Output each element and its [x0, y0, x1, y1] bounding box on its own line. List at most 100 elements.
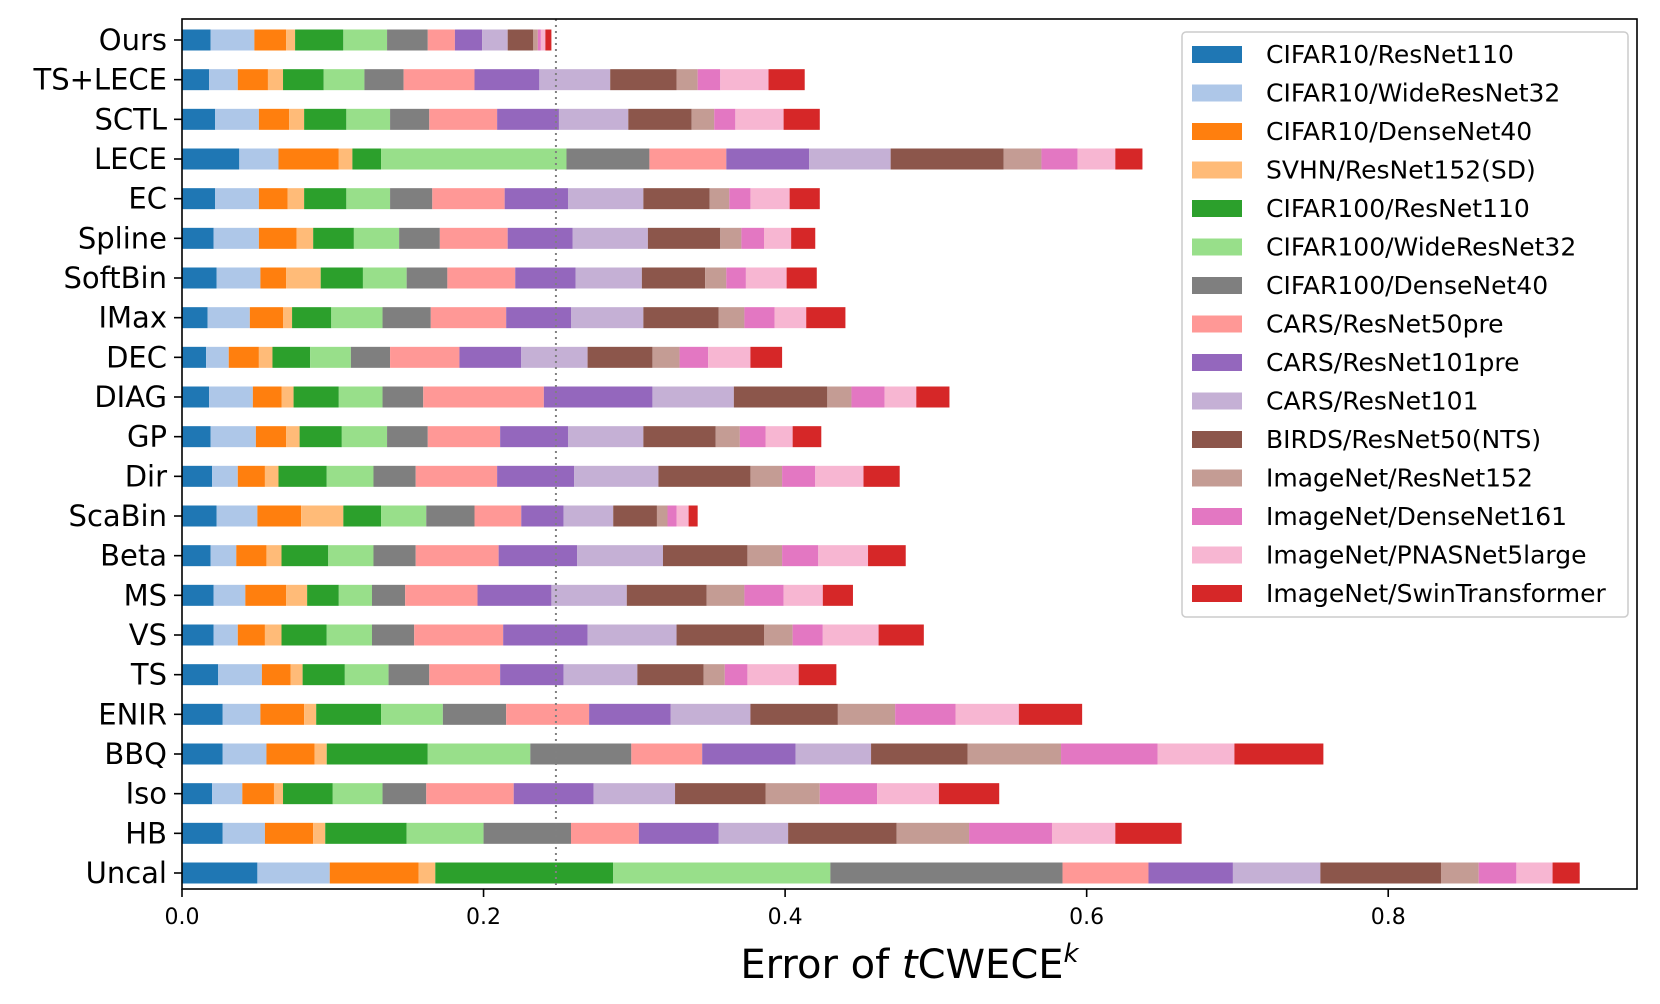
- x-axis-title-superscript: k: [1064, 939, 1080, 969]
- bar-segment: [387, 426, 428, 448]
- bar-segment: [500, 426, 568, 448]
- bar-segment: [182, 783, 213, 805]
- x-axis-title-prefix: Error of: [740, 942, 901, 988]
- bar-segment: [264, 822, 314, 844]
- bar-segment: [216, 267, 261, 289]
- legend-swatch: [1192, 123, 1242, 140]
- bar-segment: [373, 545, 416, 567]
- bar-segment: [750, 465, 783, 487]
- bar-segment: [792, 624, 823, 646]
- legend-label: ImageNet/PNASNet5large: [1266, 541, 1587, 570]
- bar-segment: [739, 426, 766, 448]
- bar-segment: [503, 624, 588, 646]
- bar-segment: [182, 188, 216, 210]
- bar-segment: [706, 584, 745, 606]
- y-tick-label: TS: [130, 658, 167, 692]
- bar-segment: [313, 227, 354, 249]
- bar-segment: [414, 624, 504, 646]
- bar-segment: [788, 822, 897, 844]
- bar-segment: [423, 386, 544, 408]
- bar-segment: [497, 108, 559, 130]
- bar-segment: [399, 227, 440, 249]
- y-tick-label: BBQ: [104, 737, 167, 771]
- bar-segment: [593, 783, 676, 805]
- bar-segment: [652, 386, 734, 408]
- bar-segment: [406, 822, 484, 844]
- x-axis-title: Error of tCWECEk: [740, 939, 1079, 988]
- legend-swatch: [1192, 200, 1242, 217]
- bar-segment: [626, 584, 707, 606]
- bar-segment: [647, 227, 721, 249]
- bar-segment: [822, 624, 879, 646]
- bar-segment: [474, 69, 540, 91]
- bar-segment: [430, 307, 507, 329]
- bar-segment: [895, 703, 956, 725]
- bar-segment: [567, 426, 644, 448]
- bar-segment: [331, 307, 383, 329]
- bar-segment: [726, 267, 746, 289]
- y-tick-label: EC: [128, 182, 167, 216]
- bar-segment: [260, 267, 287, 289]
- bar-segment: [572, 227, 648, 249]
- bar-segment: [649, 148, 727, 170]
- bar-segment: [206, 346, 229, 368]
- bar-segment: [1234, 743, 1324, 765]
- bar-segment: [497, 465, 575, 487]
- bar-segment: [218, 664, 262, 686]
- bar-segment: [301, 505, 344, 527]
- bar-segment: [362, 267, 407, 289]
- bar-segment: [212, 783, 243, 805]
- bar-segment: [209, 69, 238, 91]
- bar-segment: [329, 862, 419, 884]
- legend-swatch: [1192, 469, 1242, 487]
- bar-segment: [182, 664, 219, 686]
- y-tick-label: ENIR: [98, 697, 167, 731]
- bar-segment: [705, 267, 727, 289]
- bar-segment: [720, 69, 769, 91]
- legend-swatch: [1192, 354, 1242, 371]
- legend-swatch: [1192, 84, 1242, 102]
- bar-segment: [765, 783, 820, 805]
- bar-segment: [641, 267, 706, 289]
- y-tick-label: SoftBin: [63, 261, 167, 295]
- bar-segment: [254, 29, 287, 51]
- bar-segment: [1320, 862, 1441, 884]
- bar-segment: [182, 862, 258, 884]
- bar-segment: [482, 29, 508, 51]
- bar-segment: [307, 584, 339, 606]
- bar-segment: [498, 545, 578, 567]
- bar-segment: [323, 69, 365, 91]
- bar-segment: [405, 584, 478, 606]
- bar-segment: [750, 703, 838, 725]
- bar-segment: [703, 664, 725, 686]
- bar-segment: [477, 584, 552, 606]
- bar-segment: [715, 426, 740, 448]
- bar-segment: [326, 743, 428, 765]
- bar-segment: [750, 188, 790, 210]
- bar-segment: [344, 664, 389, 686]
- bar-segment: [643, 426, 716, 448]
- legend-swatch: [1192, 46, 1242, 63]
- legend-swatch: [1192, 238, 1242, 256]
- bar-segment: [670, 703, 751, 725]
- bar-segment: [182, 426, 211, 448]
- legend-swatch: [1192, 277, 1242, 294]
- bar-segment: [675, 783, 766, 805]
- bar-segment: [1232, 862, 1321, 884]
- bar-segment: [815, 465, 864, 487]
- bar-segment: [381, 703, 443, 725]
- bar-segment: [388, 664, 430, 686]
- bar-segment: [447, 267, 516, 289]
- bar-segment: [662, 545, 748, 567]
- x-tick-label: 0.6: [1069, 905, 1104, 930]
- bar-segment: [299, 426, 342, 448]
- y-tick-label: DEC: [106, 340, 167, 374]
- bar-segment: [1018, 703, 1083, 725]
- bar-segment: [212, 465, 238, 487]
- bar-segment: [871, 743, 968, 765]
- bar-segment: [273, 783, 284, 805]
- bar-segment: [697, 69, 721, 91]
- bar-segment: [733, 386, 828, 408]
- bar-segment: [679, 346, 709, 368]
- bar-segment: [287, 188, 305, 210]
